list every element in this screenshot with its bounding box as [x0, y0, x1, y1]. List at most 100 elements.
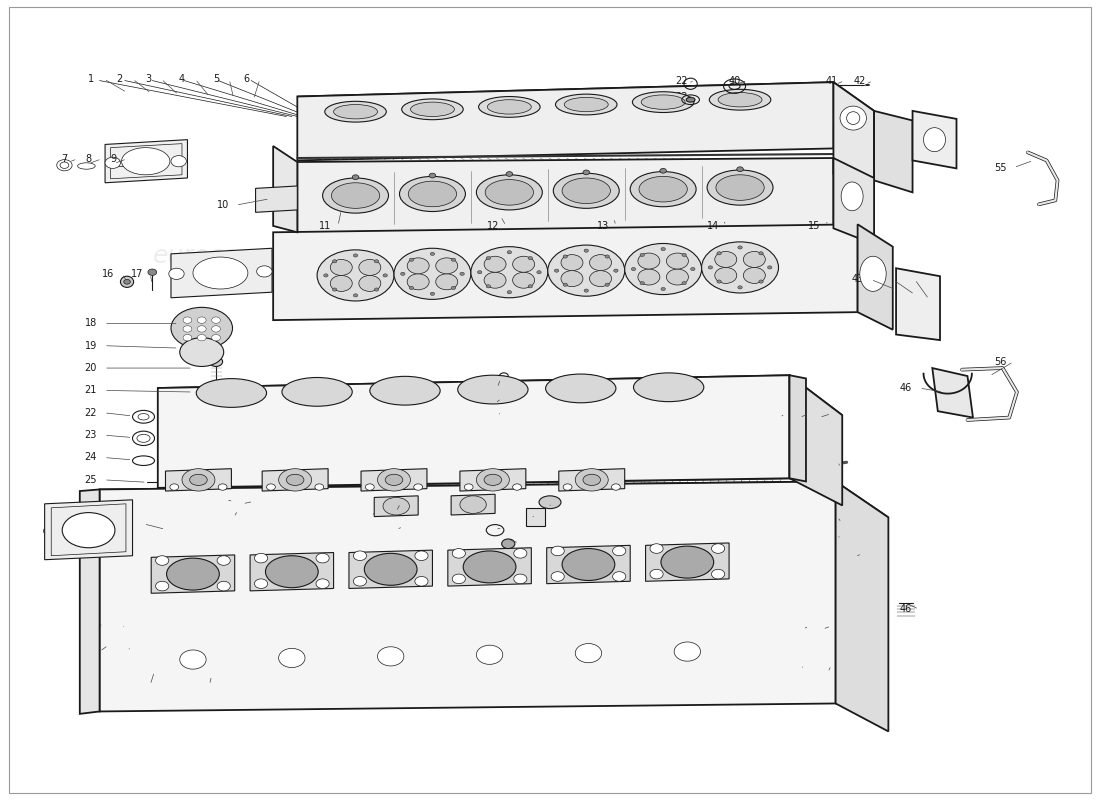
Ellipse shape [476, 174, 542, 210]
Text: 45: 45 [895, 274, 908, 285]
Text: 19: 19 [85, 341, 97, 350]
Ellipse shape [353, 254, 358, 257]
Ellipse shape [460, 496, 486, 514]
Ellipse shape [860, 256, 887, 291]
Ellipse shape [847, 112, 860, 125]
Ellipse shape [507, 250, 512, 254]
Polygon shape [255, 186, 297, 212]
Ellipse shape [282, 378, 352, 406]
Ellipse shape [737, 167, 744, 171]
Ellipse shape [383, 274, 387, 277]
Ellipse shape [182, 469, 214, 491]
Ellipse shape [211, 334, 220, 341]
Ellipse shape [528, 285, 532, 288]
Ellipse shape [638, 253, 660, 269]
Text: 4: 4 [179, 74, 185, 84]
Ellipse shape [183, 334, 191, 341]
Ellipse shape [738, 246, 742, 249]
Text: 27: 27 [109, 646, 121, 657]
Ellipse shape [121, 148, 169, 174]
Text: 5: 5 [213, 74, 219, 84]
Ellipse shape [196, 378, 266, 407]
Ellipse shape [686, 98, 695, 102]
Ellipse shape [353, 551, 366, 561]
Ellipse shape [400, 272, 405, 275]
Ellipse shape [170, 307, 232, 349]
Ellipse shape [168, 268, 184, 279]
Polygon shape [80, 490, 100, 714]
Text: 23: 23 [675, 91, 688, 102]
Text: 9: 9 [111, 154, 117, 164]
Ellipse shape [409, 258, 414, 262]
Text: 32: 32 [477, 411, 491, 421]
Ellipse shape [605, 283, 609, 286]
Ellipse shape [209, 357, 222, 366]
Ellipse shape [661, 247, 666, 250]
Ellipse shape [484, 272, 506, 288]
Ellipse shape [324, 102, 386, 122]
Text: eurocarspares: eurocarspares [153, 244, 332, 268]
Ellipse shape [630, 171, 696, 206]
Ellipse shape [399, 176, 465, 211]
Ellipse shape [278, 469, 311, 491]
Ellipse shape [155, 582, 168, 591]
Text: 25: 25 [85, 475, 97, 485]
Ellipse shape [682, 254, 686, 257]
Polygon shape [790, 375, 843, 506]
Ellipse shape [496, 398, 503, 404]
Ellipse shape [640, 282, 645, 285]
Ellipse shape [715, 251, 737, 267]
Ellipse shape [330, 259, 352, 275]
Ellipse shape [476, 469, 509, 491]
Text: 47: 47 [821, 463, 833, 473]
Ellipse shape [710, 90, 771, 110]
Ellipse shape [667, 253, 689, 269]
Ellipse shape [370, 376, 440, 405]
Polygon shape [106, 140, 187, 182]
Ellipse shape [266, 484, 275, 490]
Ellipse shape [502, 539, 515, 549]
Text: 41: 41 [825, 75, 837, 86]
Ellipse shape [359, 275, 381, 291]
Ellipse shape [514, 549, 527, 558]
Text: 3: 3 [145, 74, 151, 84]
Text: 18: 18 [85, 318, 97, 328]
Ellipse shape [452, 549, 465, 558]
Ellipse shape [716, 174, 764, 200]
Ellipse shape [429, 173, 436, 178]
Text: 13: 13 [596, 221, 609, 231]
Ellipse shape [667, 269, 689, 285]
Polygon shape [297, 82, 834, 161]
Ellipse shape [383, 498, 409, 515]
Ellipse shape [452, 574, 465, 584]
Text: 56: 56 [994, 357, 1006, 366]
Ellipse shape [612, 484, 620, 490]
Text: 14: 14 [706, 221, 718, 231]
Text: 2: 2 [108, 624, 113, 634]
Ellipse shape [759, 252, 763, 255]
Text: 39: 39 [499, 538, 513, 548]
Ellipse shape [78, 163, 96, 170]
Text: 29: 29 [190, 680, 202, 690]
Ellipse shape [265, 556, 318, 588]
Ellipse shape [584, 249, 588, 252]
Text: 22: 22 [85, 408, 97, 418]
Ellipse shape [451, 286, 455, 290]
Text: 53: 53 [812, 660, 824, 670]
Ellipse shape [57, 160, 73, 170]
Polygon shape [361, 469, 427, 491]
Polygon shape [100, 482, 836, 711]
Ellipse shape [179, 338, 223, 366]
Ellipse shape [795, 666, 806, 676]
Text: 50: 50 [790, 621, 802, 631]
Ellipse shape [840, 106, 867, 130]
Ellipse shape [332, 288, 337, 291]
Ellipse shape [553, 173, 619, 208]
Ellipse shape [563, 283, 568, 286]
Text: 22: 22 [675, 75, 689, 86]
Ellipse shape [44, 526, 59, 537]
Text: 46: 46 [900, 604, 912, 614]
Text: 50: 50 [790, 409, 802, 418]
Polygon shape [646, 543, 729, 582]
Ellipse shape [332, 260, 337, 263]
